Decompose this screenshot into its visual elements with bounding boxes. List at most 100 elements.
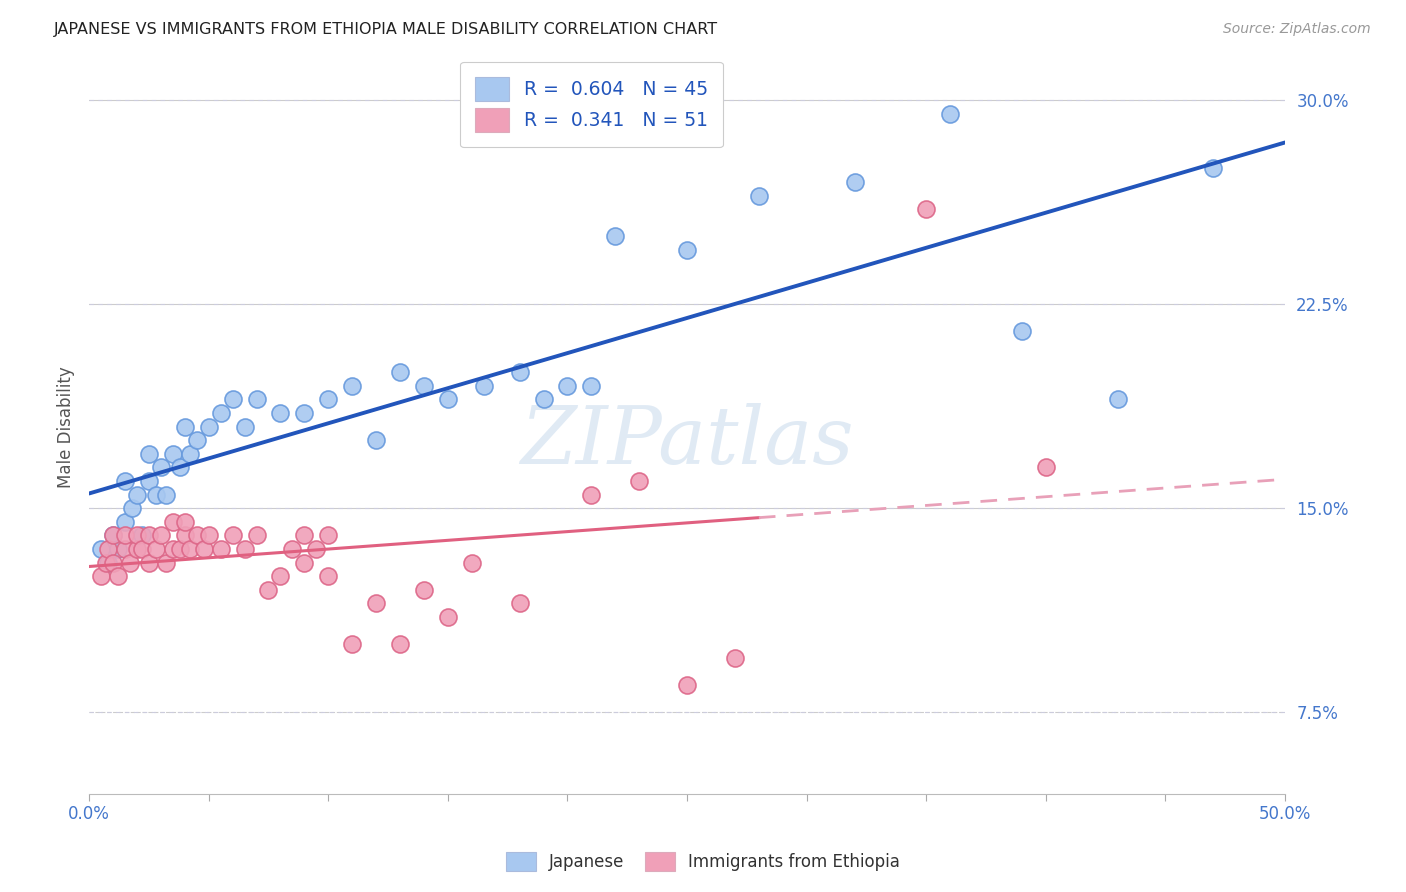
Point <box>145 541 167 556</box>
Point <box>413 379 436 393</box>
Point <box>114 541 136 556</box>
Point <box>173 419 195 434</box>
Point <box>316 569 339 583</box>
Point <box>939 107 962 121</box>
Point <box>269 406 291 420</box>
Point <box>389 637 412 651</box>
Point <box>340 637 363 651</box>
Point <box>748 188 770 202</box>
Point <box>121 501 143 516</box>
Point <box>533 392 555 407</box>
Point <box>221 392 243 407</box>
Point <box>389 365 412 379</box>
Point <box>1011 325 1033 339</box>
Point <box>101 528 124 542</box>
Point <box>193 541 215 556</box>
Point <box>557 379 579 393</box>
Text: ZIPatlas: ZIPatlas <box>520 402 853 480</box>
Point <box>628 474 651 488</box>
Point <box>131 541 153 556</box>
Point <box>125 541 148 556</box>
Point <box>209 541 232 556</box>
Point <box>138 556 160 570</box>
Point <box>437 392 460 407</box>
Point <box>509 596 531 610</box>
Point <box>155 556 177 570</box>
Point <box>169 460 191 475</box>
Point <box>149 528 172 542</box>
Point <box>138 474 160 488</box>
Text: Source: ZipAtlas.com: Source: ZipAtlas.com <box>1223 22 1371 37</box>
Point <box>107 541 129 556</box>
Point <box>138 528 160 542</box>
Point <box>292 528 315 542</box>
Point <box>245 528 267 542</box>
Point <box>1107 392 1129 407</box>
Point <box>169 541 191 556</box>
Point <box>145 487 167 501</box>
Point <box>186 434 208 448</box>
Point <box>915 202 938 216</box>
Point <box>125 528 148 542</box>
Point <box>179 541 201 556</box>
Legend: Japanese, Immigrants from Ethiopia: Japanese, Immigrants from Ethiopia <box>498 843 908 880</box>
Point <box>437 610 460 624</box>
Point <box>173 515 195 529</box>
Point <box>581 379 603 393</box>
Point <box>366 434 388 448</box>
Point <box>676 678 699 692</box>
Point <box>97 541 120 556</box>
Point <box>340 379 363 393</box>
Point <box>581 487 603 501</box>
Point <box>90 541 112 556</box>
Point <box>101 556 124 570</box>
Point <box>162 515 184 529</box>
Point <box>162 447 184 461</box>
Point <box>149 460 172 475</box>
Point <box>461 556 484 570</box>
Point <box>605 229 627 244</box>
Point <box>114 528 136 542</box>
Point <box>107 569 129 583</box>
Point <box>94 556 117 570</box>
Point <box>413 582 436 597</box>
Point <box>197 528 219 542</box>
Point <box>844 175 866 189</box>
Point <box>509 365 531 379</box>
Point <box>305 541 328 556</box>
Point <box>162 541 184 556</box>
Point <box>179 447 201 461</box>
Legend: R =  0.604   N = 45, R =  0.341   N = 51: R = 0.604 N = 45, R = 0.341 N = 51 <box>460 62 723 147</box>
Point <box>233 541 256 556</box>
Point <box>125 487 148 501</box>
Point <box>233 419 256 434</box>
Point <box>209 406 232 420</box>
Point <box>1202 161 1225 176</box>
Point <box>155 487 177 501</box>
Point <box>101 528 124 542</box>
Point <box>138 447 160 461</box>
Text: JAPANESE VS IMMIGRANTS FROM ETHIOPIA MALE DISABILITY CORRELATION CHART: JAPANESE VS IMMIGRANTS FROM ETHIOPIA MAL… <box>53 22 717 37</box>
Point <box>316 528 339 542</box>
Point <box>472 379 495 393</box>
Point <box>90 569 112 583</box>
Point <box>245 392 267 407</box>
Point <box>97 556 120 570</box>
Point <box>366 596 388 610</box>
Point <box>724 650 747 665</box>
Point <box>1035 460 1057 475</box>
Point <box>114 474 136 488</box>
Point <box>292 556 315 570</box>
Point <box>221 528 243 542</box>
Point <box>316 392 339 407</box>
Point <box>118 556 141 570</box>
Point <box>197 419 219 434</box>
Point <box>257 582 280 597</box>
Point <box>186 528 208 542</box>
Point <box>269 569 291 583</box>
Point <box>131 528 153 542</box>
Point <box>173 528 195 542</box>
Point <box>676 243 699 257</box>
Point <box>114 515 136 529</box>
Point <box>292 406 315 420</box>
